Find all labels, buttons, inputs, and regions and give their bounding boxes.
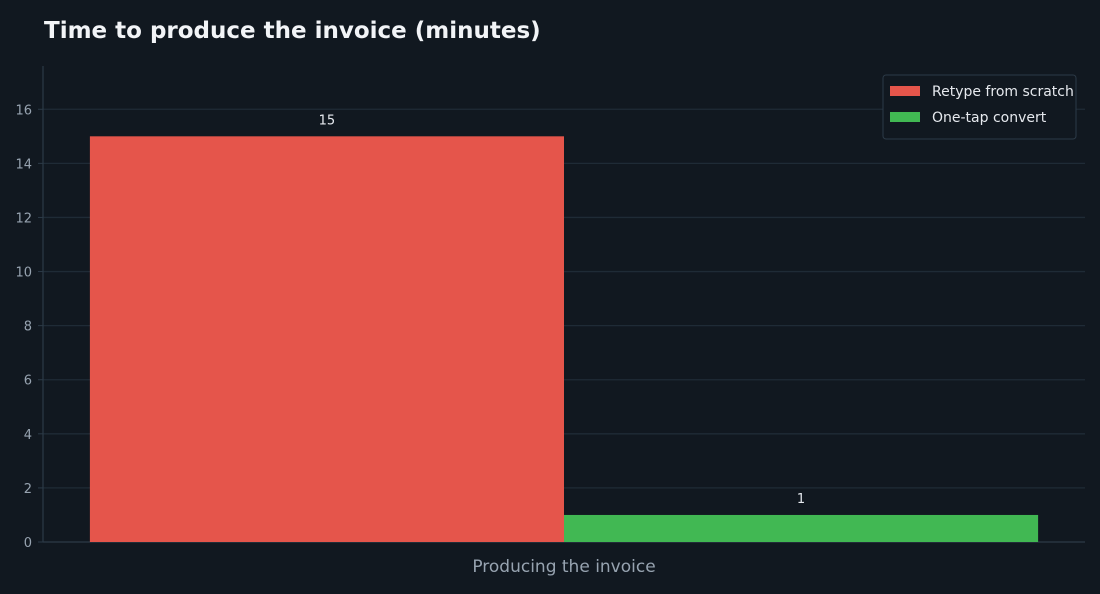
y-tick-label: 10 bbox=[15, 266, 32, 281]
y-tick-label: 0 bbox=[24, 536, 32, 551]
y-tick-label: 8 bbox=[24, 320, 32, 335]
y-tick-label: 16 bbox=[15, 103, 32, 118]
legend-box bbox=[882, 74, 1077, 140]
legend-swatch bbox=[890, 112, 920, 122]
x-category-label: Producing the invoice bbox=[472, 557, 655, 577]
y-tick-labels: 0 2 4 6 8 10 12 14 16 bbox=[15, 103, 32, 551]
bar-retype-from-scratch bbox=[89, 136, 564, 542]
legend: Retype from scratch One-tap convert bbox=[882, 74, 1077, 140]
legend-label: Retype from scratch bbox=[932, 84, 1074, 100]
legend-label: One-tap convert bbox=[932, 110, 1047, 126]
y-tick-label: 6 bbox=[24, 374, 32, 389]
y-tick-label: 12 bbox=[15, 211, 32, 226]
legend-swatch bbox=[890, 86, 920, 96]
bar-value-label: 15 bbox=[319, 113, 336, 128]
y-tick-label: 2 bbox=[24, 482, 32, 497]
y-tick-label: 14 bbox=[15, 157, 32, 172]
bar-one-tap-convert bbox=[564, 514, 1039, 542]
x-category-labels: Producing the invoice bbox=[472, 557, 655, 577]
chart-title: Time to produce the invoice (minutes) bbox=[44, 18, 541, 44]
bar-value-label: 1 bbox=[797, 492, 805, 507]
bars bbox=[89, 136, 1039, 542]
y-tick-label: 4 bbox=[24, 428, 32, 443]
data-labels: 15 1 bbox=[319, 113, 806, 507]
